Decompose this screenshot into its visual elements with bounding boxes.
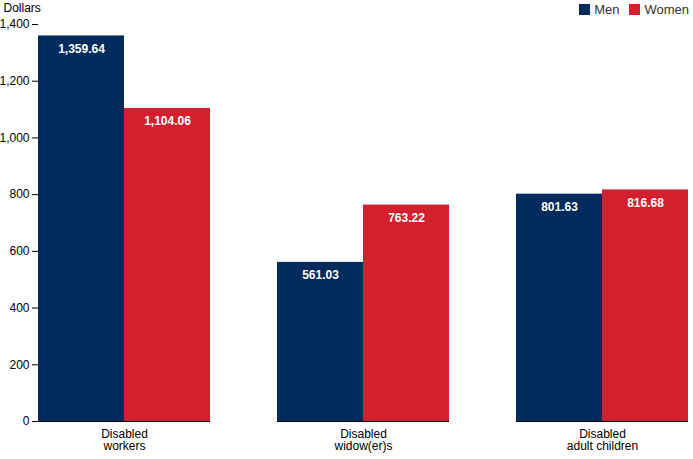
svg-text:200: 200: [9, 358, 29, 372]
svg-text:1,359.64: 1,359.64: [58, 42, 105, 56]
svg-text:1,400: 1,400: [0, 17, 30, 31]
svg-text:Disabledwidow(er)s: Disabledwidow(er)s: [333, 427, 392, 453]
svg-text:763.22: 763.22: [388, 211, 425, 225]
svg-text:1,200: 1,200: [0, 74, 30, 88]
svg-text:0: 0: [23, 414, 30, 428]
svg-text:561.03: 561.03: [302, 268, 339, 282]
html-text:Women: Women: [644, 2, 689, 17]
svg-text:1,000: 1,000: [0, 131, 30, 145]
svg-text:Disabledadult children: Disabledadult children: [567, 427, 638, 453]
svg-text:1,104.06: 1,104.06: [144, 114, 191, 128]
svg-text:400: 400: [9, 301, 29, 315]
svg-text:800: 800: [9, 187, 29, 201]
svg-text:Dollars: Dollars: [4, 1, 41, 15]
svg-text:Disabledworkers: Disabledworkers: [101, 427, 148, 453]
svg-text:801.63: 801.63: [541, 200, 578, 214]
html-text:Men: Men: [594, 2, 620, 17]
svg-text:816.68: 816.68: [627, 196, 664, 210]
svg-text:600: 600: [9, 244, 29, 258]
